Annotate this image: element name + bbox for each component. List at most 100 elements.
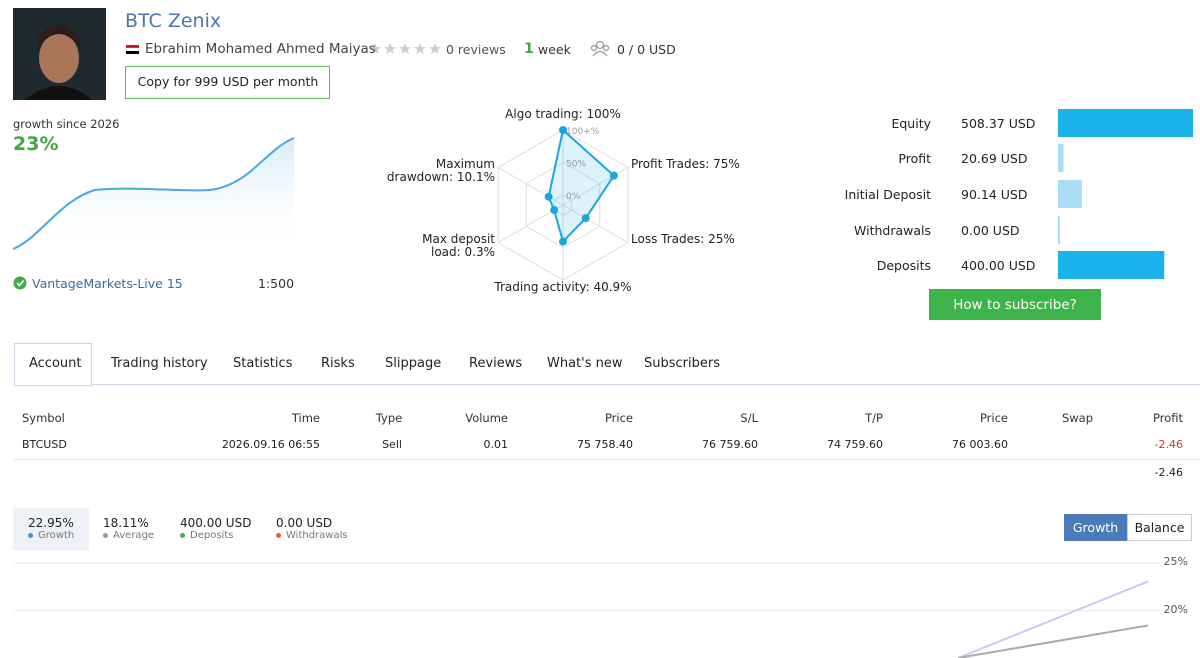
summary-label: Average (103, 530, 154, 541)
radar-label: Maximum drawdown: 10.1% (386, 157, 495, 184)
radar-spoke (497, 167, 564, 206)
broker[interactable]: VantageMarkets-Live 15 (32, 276, 183, 291)
stat-label: Deposits (876, 258, 931, 273)
sparkline-area (13, 138, 294, 250)
leverage: 1:500 (258, 276, 295, 291)
flag (126, 45, 139, 48)
title: BTC Zenix (125, 10, 222, 32)
table-header: Time (291, 411, 320, 425)
stat-label: Equity (891, 116, 931, 131)
subscribe-button[interactable]: How to subscribe? (953, 297, 1077, 313)
table-cell: 75 758.40 (577, 438, 633, 451)
radar-ring-label: 50% (566, 160, 586, 170)
radar-point (559, 126, 567, 134)
table-cell: 76 003.60 (952, 438, 1008, 451)
legend-dot (180, 532, 185, 538)
summary-label: Deposits (180, 530, 233, 541)
avatar-face (39, 33, 79, 83)
avatar-body (25, 86, 93, 100)
radar-area (547, 128, 616, 244)
table-header: T/P (865, 411, 883, 425)
flag (126, 51, 139, 54)
radar-label: Algo trading: 100% (505, 107, 621, 121)
stat-value: 20.69 USD (961, 151, 1028, 166)
table-cell: -2.46 (1154, 438, 1183, 451)
toggle-inactive[interactable] (1127, 514, 1192, 541)
tab[interactable]: Trading history (111, 356, 208, 371)
y-tick-label: 25% (1163, 555, 1188, 569)
table-header: Price (979, 411, 1008, 425)
chart-line (957, 580, 1149, 658)
age-unit: week (538, 42, 571, 57)
toggle-balance[interactable]: Balance (1134, 520, 1185, 535)
stat-value: 0.00 USD (961, 223, 1020, 238)
growth-value: 23% (13, 133, 59, 155)
stat-label: Withdrawals (854, 223, 931, 238)
tab[interactable]: What's new (547, 356, 623, 371)
summary-value: 0.00 USD (276, 516, 333, 530)
table-cell: 0.01 (483, 438, 509, 451)
summary-active (13, 508, 89, 550)
tab[interactable]: Account (29, 356, 82, 371)
radar-label: Max deposit load: 0.3% (422, 232, 495, 259)
verified-icon (13, 276, 27, 290)
tab[interactable]: Statistics (233, 356, 293, 371)
table-cell: BTCUSD (22, 438, 67, 451)
table-header: S/L (740, 411, 758, 425)
table-cell: Sell (382, 438, 402, 451)
radar-spoke (562, 204, 629, 243)
summary-value: 400.00 USD (180, 516, 252, 530)
subscribe-button-frame[interactable] (929, 289, 1101, 320)
radar-point (550, 206, 559, 215)
stat-bar (1058, 180, 1082, 208)
table-header: Symbol (22, 411, 65, 425)
stat-value: 508.37 USD (961, 116, 1036, 131)
radar-ring-label: 0% (566, 192, 581, 202)
tab[interactable]: Reviews (469, 356, 523, 371)
rating-stars (369, 43, 441, 54)
stat-value: 400.00 USD (961, 258, 1036, 273)
table-header: Volume (465, 411, 508, 425)
radar-label: Loss Trades: 25% (631, 232, 735, 246)
growth-label: growth since 2026 (13, 117, 120, 131)
flag (125, 47, 140, 52)
summary-label-text: Average (113, 530, 155, 541)
tab[interactable]: Subscribers (644, 356, 720, 371)
stat-bar (1058, 216, 1060, 244)
table-header: Swap (1061, 411, 1093, 425)
avatar-hair (38, 25, 80, 48)
table-header: Type (375, 411, 403, 425)
radar-point (581, 214, 590, 223)
radar-point (609, 171, 618, 180)
summary-label: Growth (28, 530, 74, 541)
table-cell: 74 759.60 (827, 438, 883, 451)
table-cell: 76 759.60 (702, 438, 758, 451)
toggle-active[interactable] (1064, 514, 1127, 541)
summary-value: 18.11% (103, 516, 149, 530)
legend-dot (28, 532, 33, 538)
summary-label-text: Deposits (190, 530, 234, 541)
reviews: 0 reviews (446, 42, 506, 57)
tab[interactable]: Risks (321, 356, 355, 371)
radar-ring-label: 100+% (566, 127, 600, 137)
toggle-growth[interactable]: Growth (1072, 520, 1119, 535)
radar-label: Profit Trades: 75% (631, 157, 740, 171)
copy-button-frame[interactable] (125, 66, 330, 99)
stat-bar (1058, 109, 1193, 137)
copy-button[interactable]: Copy for 999 USD per month (137, 74, 319, 89)
verified-check (16, 280, 25, 287)
age-value: 1 (524, 41, 534, 57)
summary-value: 22.95% (28, 516, 74, 530)
author: Ebrahim Mohamed Ahmed Maiyas (145, 41, 376, 57)
total-profit: -2.46 (1154, 466, 1183, 479)
y-tick-label: 20% (1163, 603, 1188, 617)
active-tab-frame (14, 343, 92, 386)
table-header: Price (604, 411, 633, 425)
stat-label: Initial Deposit (844, 187, 931, 202)
summary-label-text: Growth (38, 530, 75, 541)
tab[interactable]: Slippage (385, 356, 442, 371)
table-cell: 2026.09.16 06:55 (221, 438, 320, 451)
legend-dot (103, 532, 108, 538)
